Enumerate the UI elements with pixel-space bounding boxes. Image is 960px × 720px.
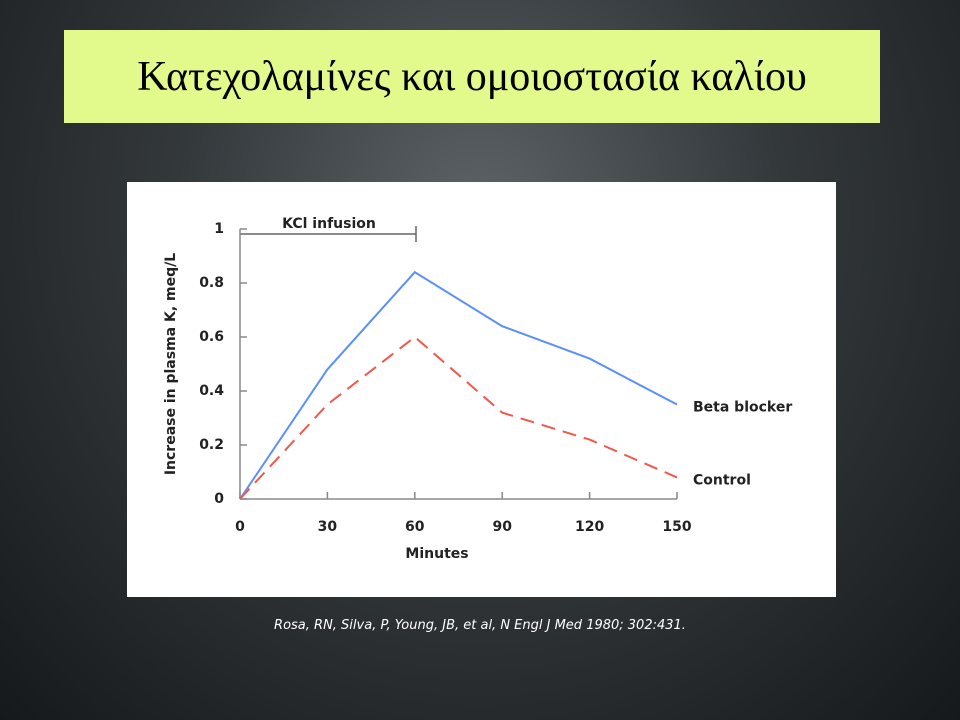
y-tick-label: 0.6 — [199, 329, 224, 345]
series-label: Control — [693, 472, 751, 488]
x-tick-label: 120 — [575, 519, 604, 535]
chart: KCl infusion Minutes Increase in plasma … — [163, 216, 792, 562]
slide-title: Κατεχολαμίνες και ομοιοστασία καλίου — [137, 53, 807, 100]
x-axis-label: Minutes — [405, 546, 468, 562]
y-tick-label: 0.4 — [199, 383, 224, 399]
series-label: Beta blocker — [693, 400, 792, 416]
x-tick-label: 0 — [235, 519, 245, 535]
y-tick-label: 1 — [214, 221, 224, 237]
y-tick-label: 0.2 — [199, 437, 224, 453]
annotation: KCl infusion — [282, 216, 376, 232]
y-tick-label: 0 — [214, 491, 224, 507]
title-box: Κατεχολαμίνες και ομοιοστασία καλίου — [64, 30, 880, 123]
chart-box: KCl infusion Minutes Increase in plasma … — [127, 182, 836, 597]
citation: Rosa, RN, Silva, P, Young, JB, et al, N … — [274, 618, 686, 633]
x-tick-label: 90 — [492, 519, 512, 535]
series-line — [239, 335, 678, 500]
x-tick-label: 150 — [662, 519, 691, 535]
y-axis-label: Increase in plasma K, meq/L — [163, 253, 179, 475]
y-tick-label: 0.8 — [199, 275, 224, 291]
x-tick-label: 30 — [318, 519, 338, 535]
series-line — [239, 270, 678, 500]
x-tick-label: 60 — [405, 519, 425, 535]
